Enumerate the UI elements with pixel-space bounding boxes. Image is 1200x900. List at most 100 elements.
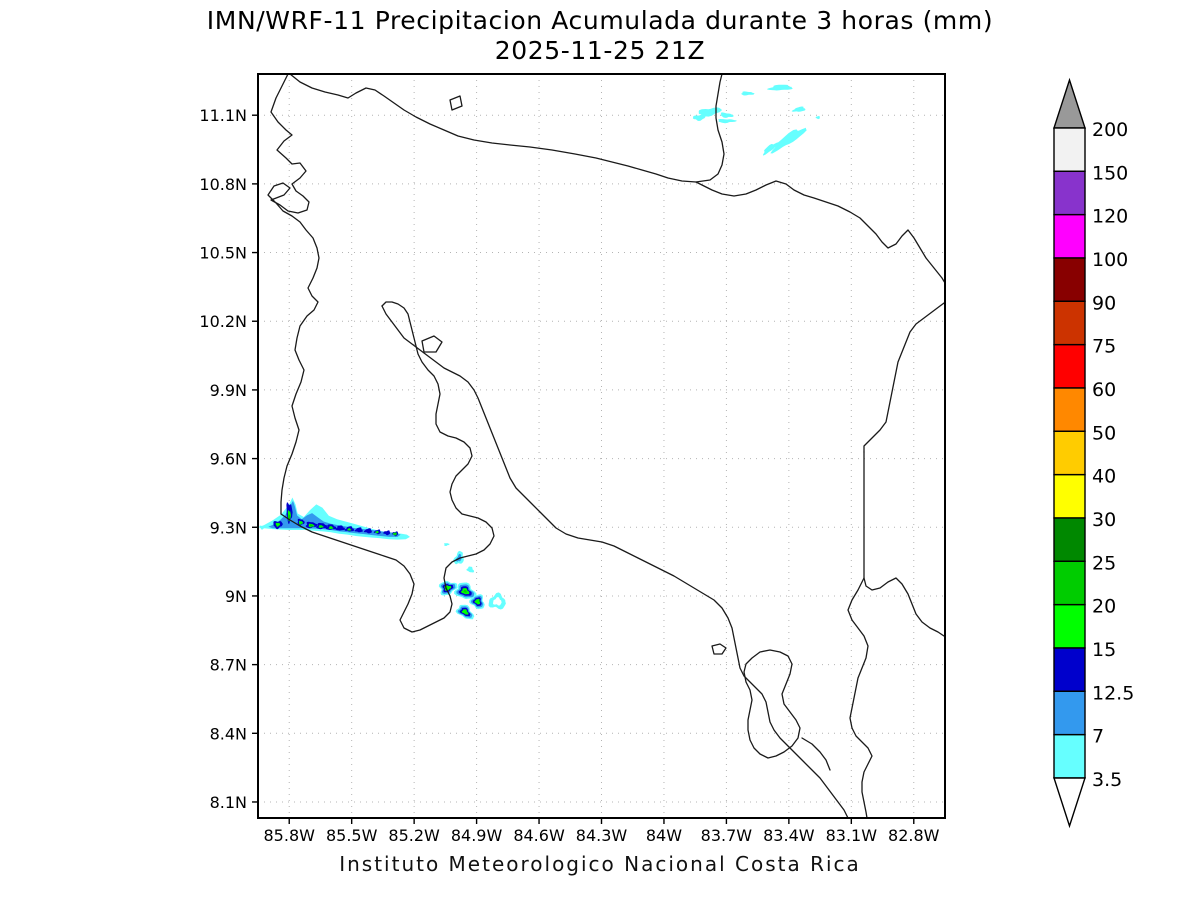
x-axis-tick-label: 85.2W — [388, 826, 440, 845]
precip-band-15-20-nw — [375, 530, 379, 534]
precip-caribbean-cell-3 — [720, 112, 734, 118]
colorbar-tick-label: 7 — [1092, 726, 1104, 748]
precip-cell-mid-3 — [466, 566, 475, 573]
colorbar-tick-label: 25 — [1092, 552, 1116, 574]
x-axis-labels: 85.8W 85.5W 85.2W 84.9W 84.6W 84.3W 84W 83.7W 83… — [264, 826, 940, 845]
precip-caribbean-cell-8 — [770, 127, 807, 154]
x-axis-tick-label: 85.8W — [264, 826, 316, 845]
y-axis-tick-label: 10.8N — [199, 175, 247, 194]
colorbar-tick-label: 100 — [1092, 249, 1128, 271]
colorbar-tick-label: 40 — [1092, 466, 1116, 488]
border-north-costa-rica — [289, 74, 725, 183]
precip-caribbean-cell-6 — [718, 119, 737, 124]
y-axis-labels: 11.1N 10.8N 10.5N 10.2N 9.9N 9.6N 9.3N 9N 8.7N 8.… — [199, 106, 247, 812]
precip-caribbean-cell-1 — [741, 91, 755, 96]
axis-ticks — [252, 114, 915, 824]
island-small-north — [449, 95, 463, 111]
coastline-pacific-northwest — [267, 74, 320, 515]
colorbar[interactable]: 200 150 120 100 90 75 60 50 40 30 25 20 15 12.5 7 3.5 — [1053, 77, 1134, 829]
precip-band-12.5-15-nw — [335, 525, 345, 531]
map-gridlines — [258, 74, 945, 818]
x-axis-tick-label: 84.6W — [513, 826, 565, 845]
colorbar-swatch[interactable] — [1053, 604, 1086, 649]
y-axis-tick-label: 10.5N — [199, 244, 247, 263]
precip-cell-s3-level-3 — [474, 598, 481, 605]
precip-band-3.5-7-nw — [262, 497, 410, 540]
precip-caribbean-cell-0 — [767, 84, 793, 91]
border-panama-caribbean — [863, 451, 945, 637]
x-axis-tick-label: 82.8W — [888, 826, 940, 845]
colorbar-swatch[interactable] — [1053, 560, 1086, 606]
colorbar-tick-label: 12.5 — [1092, 682, 1134, 704]
y-axis-tick-label: 9N — [225, 587, 247, 606]
precip-band-20-25-nw — [309, 524, 313, 527]
precipitation-shading-layer — [259, 84, 820, 620]
precip-band-15-20-nw — [275, 522, 281, 527]
colorbar-swatch[interactable] — [1053, 734, 1086, 779]
precip-cell-s4-level-3 — [461, 609, 469, 615]
colorbar-swatch[interactable] — [1053, 517, 1086, 562]
precip-caribbean-cell-5 — [692, 114, 706, 121]
colorbar-swatch[interactable] — [1053, 300, 1086, 346]
colorbar-tick-label: 90 — [1092, 292, 1116, 314]
precip-band-12.5-15-nw — [383, 530, 391, 536]
colorbar-tick-label: 150 — [1092, 162, 1128, 184]
precip-band-12.5-15-nw — [363, 528, 372, 534]
x-axis-tick-label: 84.3W — [576, 826, 628, 845]
precip-band-15-20-nw — [298, 520, 303, 525]
colorbar-tick-label: 30 — [1092, 509, 1116, 531]
colorbar-swatch[interactable] — [1053, 170, 1086, 216]
colorbar-swatch[interactable] — [1053, 690, 1086, 736]
precip-band-15-20-nw — [318, 525, 324, 528]
precip-band-20-25-nw — [288, 514, 291, 520]
coastline-notch-detail — [711, 643, 727, 655]
colorbar-tick-label: 60 — [1092, 379, 1116, 401]
precip-caribbean-cell-9 — [763, 142, 779, 156]
coastline-golfo-dulce-inlet — [801, 737, 831, 771]
y-axis-tick-label: 9.3N — [210, 518, 247, 537]
island-gulf-nicoya — [421, 335, 443, 353]
y-axis-tick-label: 9.9N — [210, 381, 247, 400]
precip-band-12.5-15-nw — [354, 527, 363, 533]
colorbar-swatch[interactable] — [1053, 430, 1086, 476]
coastline-caribbean-mid — [863, 301, 945, 453]
x-axis-tick-label: 83.7W — [701, 826, 753, 845]
coastline-osa-peninsula — [743, 649, 801, 759]
footer-credit: Instituto Meteorologico Nacional Costa R… — [339, 852, 861, 876]
precip-cell-mid-1 — [444, 543, 450, 546]
precip-cell-s2-level-4 — [463, 589, 467, 593]
y-axis-tick-label: 9.6N — [210, 450, 247, 469]
precip-band-15-20-nw — [328, 526, 334, 530]
colorbar-swatch[interactable] — [1053, 387, 1086, 432]
y-axis-tick-label: 10.2N — [199, 312, 247, 331]
precip-speck-west — [259, 525, 265, 530]
y-axis-tick-label: 11.1N — [199, 106, 247, 125]
colorbar-swatch[interactable] — [1053, 213, 1086, 259]
colorbar-tick-label: 15 — [1092, 639, 1116, 661]
colorbar-tick-label: 20 — [1092, 596, 1116, 618]
y-axis-tick-label: 8.7N — [210, 656, 247, 675]
coastline-pacific-central — [381, 305, 849, 818]
x-axis-tick-label: 84.9W — [451, 826, 503, 845]
colorbar-bottom-arrow-icon — [1053, 777, 1086, 829]
colorbar-swatch[interactable] — [1053, 257, 1086, 302]
precip-band-7-12.5-nw — [268, 500, 401, 537]
x-axis-tick-label: 83.4W — [763, 826, 815, 845]
precip-band-15-20-nw — [346, 528, 352, 531]
colorbar-swatch[interactable] — [1053, 344, 1086, 389]
x-axis-tick-label: 84W — [646, 826, 682, 845]
colorbar-swatch[interactable] — [1053, 127, 1086, 172]
colorbar-tick-label: 75 — [1092, 336, 1116, 358]
y-axis-tick-label: 8.1N — [210, 793, 247, 812]
colorbar-tick-label: 200 — [1092, 119, 1128, 141]
coastline-layer — [267, 74, 945, 818]
colorbar-swatch[interactable] — [1053, 474, 1086, 519]
colorbar-tick-label: 3.5 — [1092, 769, 1122, 791]
colorbar-tick-label: 50 — [1092, 422, 1116, 444]
precip-band-20-25-nw — [393, 532, 396, 535]
colorbar-swatch[interactable] — [1053, 647, 1086, 692]
precip-caribbean-cell-7 — [815, 115, 820, 120]
coastline-caribbean-north — [695, 180, 945, 285]
